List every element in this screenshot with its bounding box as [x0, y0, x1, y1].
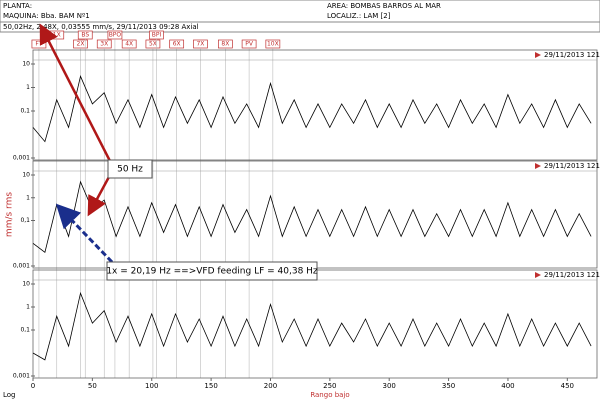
timestamp: 29/11/2013 1212: [544, 162, 600, 170]
y-tick-label: 0,1: [20, 217, 30, 224]
band-label: 3X: [100, 41, 108, 48]
y-tick-label: 10: [22, 61, 30, 68]
band-label: 1X: [53, 32, 61, 39]
timestamp-icon: [535, 272, 541, 278]
band-label: 4X: [125, 41, 133, 48]
band-label: BS: [81, 32, 89, 39]
location: LOCALIZ.: LAM [2]: [327, 12, 391, 20]
spectrum-line: [32, 180, 592, 253]
y-tick-label: 10: [22, 281, 30, 288]
x-tick-label: 50: [88, 382, 97, 390]
arrow: [87, 174, 112, 217]
x-axis-label: Rango bajo: [310, 391, 349, 399]
y-tick-label: 0,001: [13, 373, 30, 380]
timestamp-icon: [535, 52, 541, 58]
band-label: FT: [35, 41, 42, 48]
annotation-box: [107, 159, 153, 179]
arrow: [55, 203, 114, 264]
x-tick-label: 400: [501, 382, 514, 390]
plant: PLANTA:: [3, 2, 32, 10]
machine: MAQUINA: Bba. BAM Nº1: [3, 12, 90, 20]
y-axis-label: mm/s rms: [5, 192, 15, 237]
y-tick-label: 0,001: [13, 263, 30, 270]
y-tick-label: 0,001: [13, 155, 30, 162]
band-label: PV: [245, 41, 254, 48]
x-tick-label: 100: [145, 382, 158, 390]
panel-frame: [32, 49, 598, 161]
timestamp-icon: [535, 163, 541, 169]
band-label: 5X: [149, 41, 157, 48]
spectrum-line: [32, 75, 592, 143]
x-tick-label: 200: [264, 382, 277, 390]
y-tick-label: 0,1: [20, 108, 30, 115]
band-label: 2X: [77, 41, 85, 48]
y-tick-label: 1: [26, 304, 30, 311]
x-tick-label: 350: [442, 382, 455, 390]
y-tick-label: 0,1: [20, 327, 30, 334]
timestamp: 29/11/2013 1212: [544, 51, 600, 59]
x-tick-label: 150: [204, 382, 217, 390]
x-tick-label: 300: [383, 382, 396, 390]
band-label: BPI: [152, 32, 162, 39]
y-tick-label: 1: [26, 194, 30, 201]
area: AREA: BOMBAS BARROS AL MAR: [327, 2, 441, 10]
band-label: BPO: [109, 32, 122, 39]
x-tick-label: 0: [31, 382, 35, 390]
spectrum-line: [32, 291, 592, 361]
band-label: 6X: [173, 41, 181, 48]
arrow: [39, 23, 114, 166]
header-box: [0, 0, 600, 33]
y-tick-label: 10: [22, 172, 30, 179]
timestamp: 29/11/2013 1212: [544, 271, 600, 279]
band-label: 10X: [267, 41, 279, 48]
annotation: 50 Hz: [117, 165, 143, 175]
annotation-box: [106, 261, 318, 281]
x-tick-label: 250: [323, 382, 336, 390]
x-tick-label: 450: [561, 382, 574, 390]
y-tick-label: 1: [26, 84, 30, 91]
scale-label: Log: [3, 391, 16, 399]
annotation: 1x = 20,19 Hz ==>VFD feeding LF = 40,38 …: [106, 267, 318, 277]
band-label: 8X: [221, 41, 229, 48]
info: 50,02Hz, 2,48X, 0,03555 mm/s, 29/11/2013…: [3, 23, 199, 31]
panel-frame: [32, 269, 598, 379]
band-label: 7X: [196, 41, 204, 48]
